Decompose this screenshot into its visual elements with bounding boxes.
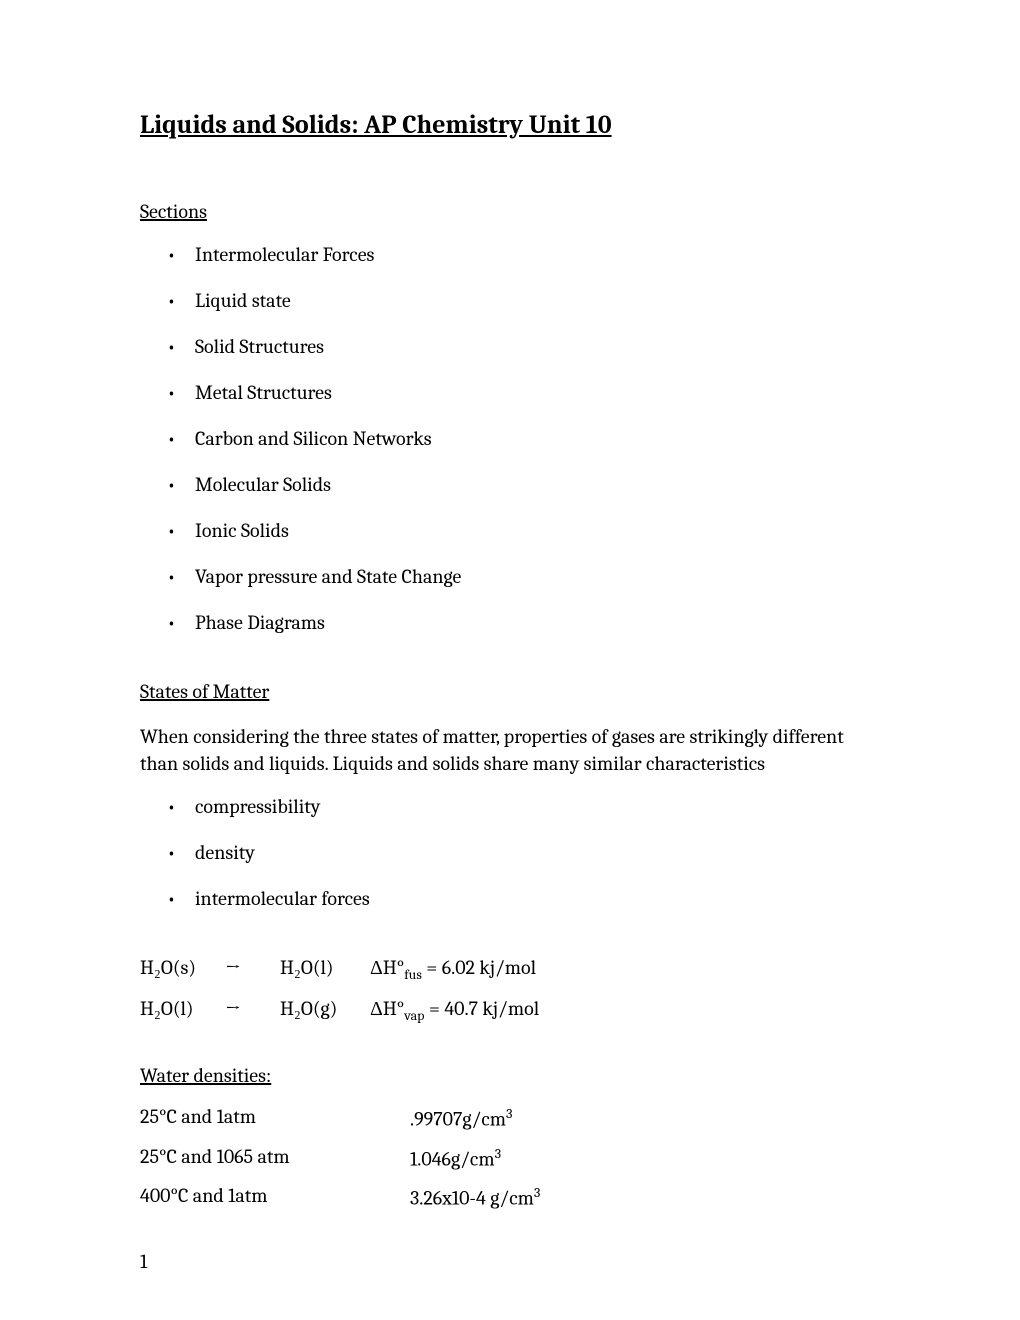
page-number: 1 [140,1250,880,1273]
list-item: Solid Structures [195,335,880,359]
delta-h-value: = 40.7 kj/mol [424,997,539,1020]
delta-h-label: ΔH° [370,997,404,1020]
document-page: Liquids and Solids: AP Chemistry Unit 10… [0,0,1020,1313]
density-condition: 400°C and 1atm [140,1184,410,1210]
characteristics-list: compressibility density intermolecular f… [140,795,880,911]
density-condition: 25°C and 1065 atm [140,1145,410,1171]
list-item: Metal Structures [195,381,880,405]
equation-reactant: H₂O(s) [140,956,225,980]
equation-fusion: H₂O(s) → H₂O(l) ΔH°fus = 6.02 kj/mol [140,956,880,983]
density-condition: 25°C and 1atm [140,1105,410,1131]
list-item: compressibility [195,795,880,819]
equation-enthalpy: ΔH°vap = 40.7 kj/mol [370,997,539,1024]
delta-h-subscript: fus [404,966,422,983]
delta-h-label: ΔH° [370,956,404,979]
equation-product: H₂O(g) [280,997,370,1021]
list-item: Vapor pressure and State Change [195,565,880,589]
list-item: Phase Diagrams [195,611,880,635]
sections-list: Intermolecular Forces Liquid state Solid… [140,243,880,635]
states-of-matter-heading: States of Matter [140,680,880,703]
density-value-text: 3.26x10-4 g/cm [410,1187,534,1210]
density-value: 3.26x10-4 g/cm3 [410,1184,540,1210]
list-item: Carbon and Silicon Networks [195,427,880,451]
density-row: 400°C and 1atm 3.26x10-4 g/cm3 [140,1184,880,1210]
equation-arrow: → [225,956,280,979]
water-densities-heading: Water densities: [140,1064,880,1087]
sections-heading: Sections [140,200,880,223]
equation-reactant: H₂O(l) [140,997,225,1021]
list-item: Intermolecular Forces [195,243,880,267]
equation-arrow: → [225,997,280,1020]
states-paragraph: When considering the three states of mat… [140,723,880,777]
density-row: 25°C and 1atm .99707g/cm3 [140,1105,880,1131]
density-row: 25°C and 1065 atm 1.046g/cm3 [140,1145,880,1171]
list-item: intermolecular forces [195,887,880,911]
equation-product: H₂O(l) [280,956,370,980]
density-value-text: 1.046g/cm [410,1147,495,1170]
density-superscript: 3 [495,1145,501,1162]
density-value-text: .99707g/cm [410,1108,506,1131]
density-value: .99707g/cm3 [410,1105,513,1131]
page-title: Liquids and Solids: AP Chemistry Unit 10 [140,110,880,140]
density-value: 1.046g/cm3 [410,1145,501,1171]
list-item: Molecular Solids [195,473,880,497]
list-item: Ionic Solids [195,519,880,543]
density-superscript: 3 [506,1105,512,1122]
list-item: Liquid state [195,289,880,313]
equation-vaporization: H₂O(l) → H₂O(g) ΔH°vap = 40.7 kj/mol [140,997,880,1024]
delta-h-subscript: vap [404,1007,424,1024]
delta-h-value: = 6.02 kj/mol [422,956,536,979]
list-item: density [195,841,880,865]
equation-enthalpy: ΔH°fus = 6.02 kj/mol [370,956,536,983]
density-superscript: 3 [534,1184,540,1201]
